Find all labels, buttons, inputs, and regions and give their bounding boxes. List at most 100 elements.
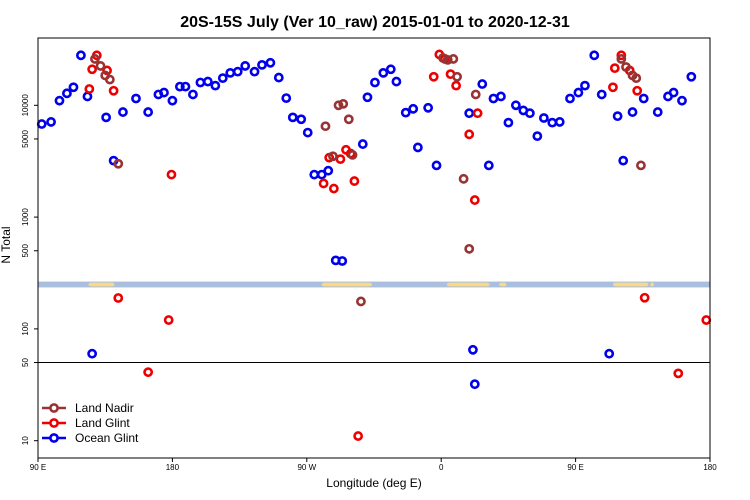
ocean-glint-point bbox=[538, 113, 549, 123]
ocean-glint-point bbox=[612, 111, 623, 122]
land-glint-point bbox=[639, 292, 650, 303]
ocean-glint-point bbox=[76, 50, 86, 61]
ocean-glint-point bbox=[362, 92, 373, 103]
land-glint-point bbox=[102, 65, 112, 76]
y-tick-label: 50 bbox=[21, 358, 30, 367]
land-glint-point bbox=[469, 195, 480, 205]
land-nadir-point bbox=[442, 54, 453, 65]
ocean-glint-point bbox=[159, 87, 169, 98]
ocean-glint-point bbox=[195, 77, 206, 88]
land-nadir-point bbox=[470, 89, 481, 100]
ocean-glint-point bbox=[357, 139, 368, 149]
ocean-glint-point bbox=[477, 79, 488, 89]
ocean-band bbox=[38, 281, 710, 288]
ocean-glint-point bbox=[68, 82, 79, 93]
land-nadir-point bbox=[338, 98, 349, 109]
plot-points bbox=[36, 49, 712, 441]
land-glint-point bbox=[84, 84, 95, 94]
ocean-glint-point bbox=[87, 348, 98, 359]
ocean-glint-point bbox=[604, 348, 615, 359]
ocean-glint-point bbox=[565, 93, 575, 104]
land-nadir-point bbox=[636, 160, 646, 171]
land-nadir-point bbox=[452, 71, 462, 82]
ocean-glint-point bbox=[510, 100, 521, 111]
ocean-glint-point bbox=[431, 160, 442, 171]
ocean-glint-point bbox=[296, 114, 307, 125]
land-glint-point bbox=[163, 315, 174, 325]
land-glint-point bbox=[464, 129, 475, 140]
ocean-glint-point bbox=[580, 80, 590, 91]
land-glint-point bbox=[166, 169, 177, 180]
land-glint-point bbox=[143, 367, 154, 378]
land-nadir-point bbox=[113, 158, 124, 169]
x-tick-label: 90 W bbox=[297, 463, 316, 472]
legend-marker-land-glint bbox=[49, 418, 59, 428]
y-tick-label: 5000 bbox=[21, 130, 30, 148]
land-segment bbox=[446, 282, 490, 287]
ocean-glint-point bbox=[652, 107, 663, 117]
land-glint-point bbox=[318, 178, 329, 189]
ocean-glint-point bbox=[627, 107, 638, 117]
land-glint-point bbox=[701, 315, 712, 325]
ocean-glint-point bbox=[532, 131, 543, 142]
ocean-glint-point bbox=[265, 57, 276, 68]
land-sea-band bbox=[38, 281, 710, 288]
y-tick-label: 10 bbox=[21, 436, 30, 445]
land-glint-point bbox=[616, 50, 627, 61]
ocean-glint-point bbox=[618, 155, 629, 166]
ocean-glint-point bbox=[686, 71, 697, 82]
ocean-glint-point bbox=[589, 50, 600, 61]
land-glint-point bbox=[87, 64, 98, 75]
land-nadir-point bbox=[448, 54, 459, 64]
y-tick-label: 500 bbox=[21, 244, 30, 258]
land-nadir-point bbox=[631, 73, 642, 84]
ocean-glint-point bbox=[36, 119, 47, 129]
x-tick-label: 180 bbox=[703, 463, 717, 472]
ocean-glint-point bbox=[596, 89, 607, 100]
ocean-glint-point bbox=[391, 76, 402, 87]
ocean-glint-point bbox=[188, 89, 198, 100]
land-glint-point bbox=[108, 85, 119, 96]
land-nadir-point bbox=[343, 114, 354, 125]
land-glint-point bbox=[353, 431, 364, 441]
ocean-glint-point bbox=[180, 81, 191, 92]
ocean-glint-point bbox=[638, 93, 649, 104]
land-segment bbox=[499, 282, 507, 287]
ocean-glint-point bbox=[488, 93, 499, 104]
land-glint-point bbox=[673, 368, 684, 379]
legend-label-land-glint: Land Glint bbox=[75, 416, 130, 430]
land-nadir-point bbox=[90, 54, 100, 64]
land-glint-point bbox=[328, 183, 339, 194]
land-segment bbox=[650, 282, 654, 287]
ocean-glint-point bbox=[554, 117, 565, 127]
ocean-glint-point bbox=[118, 107, 128, 117]
land-nadir-point bbox=[320, 121, 331, 132]
land-nadir-point bbox=[104, 74, 115, 85]
ocean-glint-point bbox=[174, 81, 185, 92]
plot-frame bbox=[37, 37, 711, 459]
ocean-glint-point bbox=[412, 142, 423, 153]
land-segment bbox=[88, 282, 115, 287]
land-glint-point bbox=[609, 63, 620, 74]
ocean-glint-point bbox=[131, 93, 141, 104]
ocean-glint-point bbox=[385, 64, 396, 75]
land-segment bbox=[612, 282, 649, 287]
land-glint-point bbox=[113, 293, 124, 303]
x-tick-label: 180 bbox=[166, 463, 180, 472]
ocean-glint-point bbox=[524, 108, 535, 119]
land-nadir-point bbox=[464, 243, 475, 254]
land-nadir-point bbox=[347, 150, 358, 160]
ocean-glint-point bbox=[370, 77, 380, 88]
ocean-glint-point bbox=[547, 117, 558, 128]
ocean-glint-point bbox=[408, 103, 419, 114]
ocean-glint-point bbox=[240, 61, 251, 71]
ocean-glint-point bbox=[273, 72, 284, 83]
ocean-glint-point bbox=[573, 87, 584, 98]
land-glint-point bbox=[608, 82, 618, 93]
legend-marker-land-nadir bbox=[49, 403, 59, 413]
x-tick-label: 90 E bbox=[567, 463, 583, 472]
ocean-glint-point bbox=[225, 67, 236, 78]
land-nadir-point bbox=[438, 53, 448, 63]
